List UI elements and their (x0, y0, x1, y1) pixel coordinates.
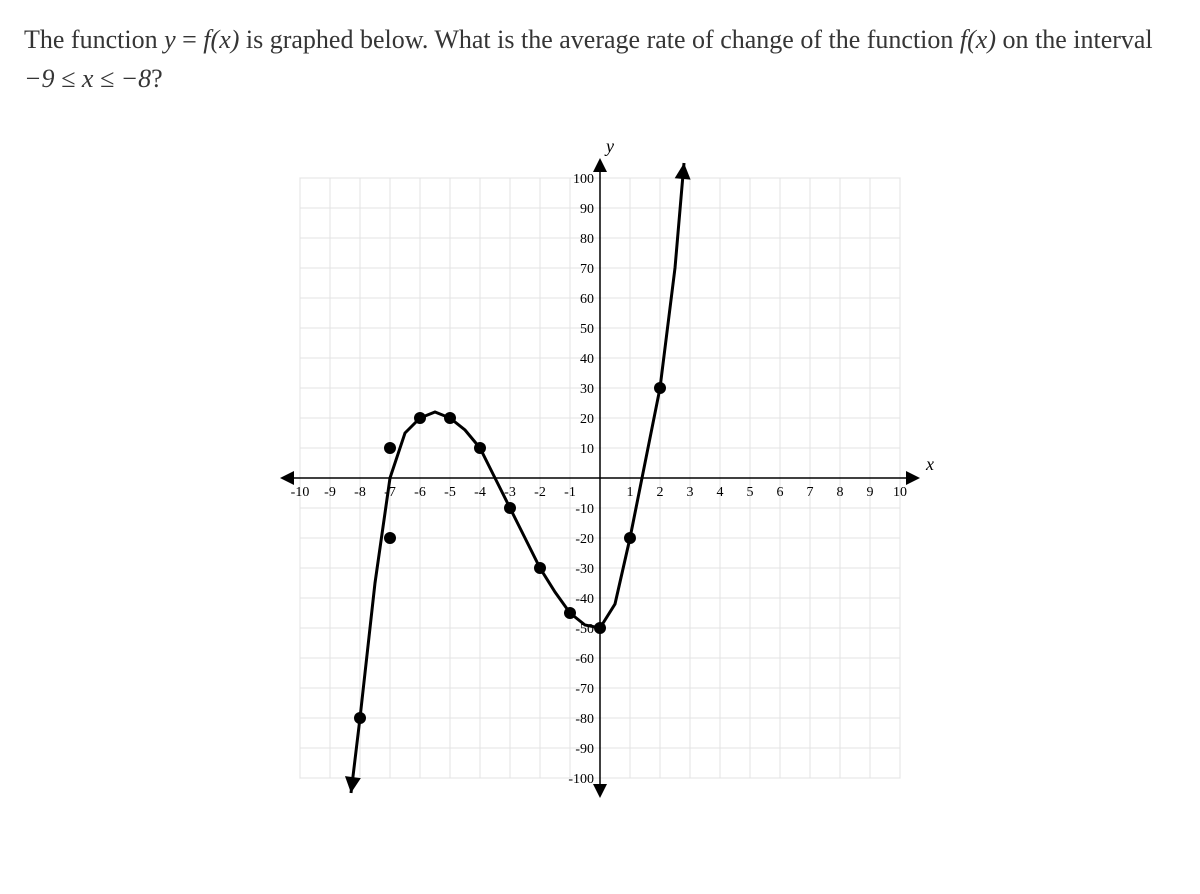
data-point (384, 532, 396, 544)
data-point (354, 712, 366, 724)
x-tick-label: 1 (627, 485, 634, 500)
y-tick-label: 70 (580, 262, 594, 277)
q-prefix: The function (24, 25, 164, 54)
data-point (414, 412, 426, 424)
data-point (624, 532, 636, 544)
y-tick-label: -100 (568, 772, 594, 787)
y-tick-label: -80 (575, 712, 594, 727)
x-tick-label: -2 (534, 485, 546, 500)
q-interval: −9 ≤ x ≤ −8 (24, 64, 151, 93)
x-tick-label: -5 (444, 485, 456, 500)
q-eq1-fn: f (203, 25, 210, 54)
y-tick-label: 60 (580, 292, 594, 307)
y-tick-label: -90 (575, 742, 594, 757)
x-tick-label: 8 (837, 485, 844, 500)
x-tick-label: -8 (354, 485, 366, 500)
x-tick-label: -4 (474, 485, 486, 500)
x-tick-label: 2 (657, 485, 664, 500)
y-tick-label: 40 (580, 352, 594, 367)
x-tick-label: 7 (807, 485, 814, 500)
data-point (534, 562, 546, 574)
y-tick-label: 10 (580, 442, 594, 457)
x-tick-label: -6 (414, 485, 426, 500)
x-tick-label: -1 (564, 485, 576, 500)
q-eq1-op: = (176, 25, 204, 54)
x-axis-label: x (925, 454, 934, 474)
q-eq2-arg: (x) (967, 25, 996, 54)
y-tick-label: 50 (580, 322, 594, 337)
x-tick-label: 6 (777, 485, 784, 500)
x-tick-label: 5 (747, 485, 754, 500)
data-point (444, 412, 456, 424)
y-tick-label: -10 (575, 502, 594, 517)
q-eq1-arg: (x) (211, 25, 240, 54)
y-tick-label: -40 (575, 592, 594, 607)
data-point (594, 622, 606, 634)
data-point (504, 502, 516, 514)
data-point (564, 607, 576, 619)
q-mid1: is graphed below. What is the average ra… (239, 25, 960, 54)
chart-container: yx-10-9-8-7-6-5-4-3-2-112345678910-100-9… (24, 138, 1176, 818)
y-tick-label: 20 (580, 412, 594, 427)
y-tick-label: 30 (580, 382, 594, 397)
x-tick-label: -9 (324, 485, 336, 500)
x-tick-label: -10 (291, 485, 310, 500)
data-point (474, 442, 486, 454)
x-tick-label: 9 (867, 485, 874, 500)
y-tick-label: 80 (580, 232, 594, 247)
q-eq1-lhs: y (164, 25, 176, 54)
function-graph: yx-10-9-8-7-6-5-4-3-2-112345678910-100-9… (260, 138, 940, 818)
x-tick-label: 10 (893, 485, 907, 500)
q-suffix: ? (151, 64, 163, 93)
y-axis-label: y (604, 138, 614, 156)
y-tick-label: 90 (580, 202, 594, 217)
y-tick-label: -70 (575, 682, 594, 697)
data-point (384, 442, 396, 454)
y-tick-label: 100 (573, 172, 594, 187)
q-mid2: on the interval (996, 25, 1153, 54)
data-point (654, 382, 666, 394)
question-text: The function y = f(x) is graphed below. … (24, 20, 1176, 98)
x-tick-label: 4 (717, 485, 724, 500)
y-tick-label: -20 (575, 532, 594, 547)
y-tick-label: -30 (575, 562, 594, 577)
y-tick-label: -60 (575, 652, 594, 667)
x-tick-label: 3 (687, 485, 694, 500)
